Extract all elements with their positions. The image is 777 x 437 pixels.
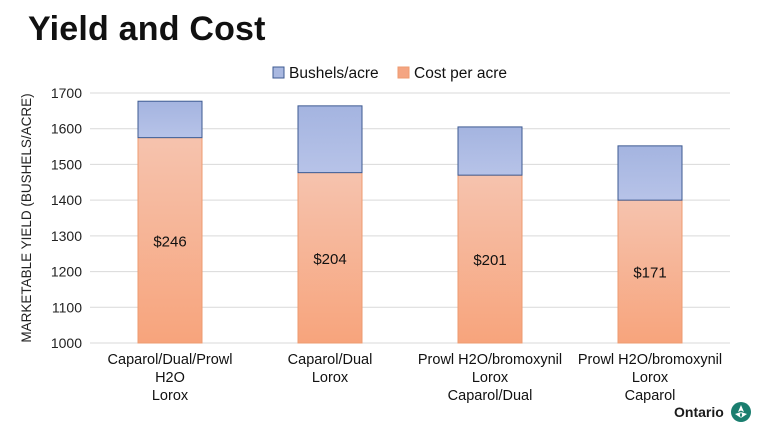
y-tick-label: 1400 — [51, 192, 82, 208]
legend-swatch — [397, 66, 410, 79]
x-tick-label: Prowl H2O/bromoxynil — [418, 352, 562, 368]
bar-bushels-per-acre — [297, 105, 363, 174]
x-tick-label: Caparol/Dual — [448, 388, 533, 404]
data-label: $201 — [473, 252, 506, 269]
legend-swatch — [272, 66, 285, 79]
bar-cost-per-acre — [137, 137, 203, 344]
x-tick-label: Lorox — [632, 370, 669, 386]
x-tick-label: Lorox — [472, 370, 509, 386]
y-tick-label: 1100 — [52, 299, 82, 315]
x-tick-label: Lorox — [152, 388, 189, 404]
y-tick-label: 1500 — [51, 156, 82, 172]
legend-label: Cost per acre — [414, 65, 507, 82]
ontario-logo: Ontario — [674, 401, 752, 423]
data-label: $204 — [313, 251, 346, 268]
bar-cost-per-acre — [297, 172, 363, 344]
y-tick-label: 1300 — [51, 228, 82, 244]
y-tick-labels: 1000 1100 1200 1300 1400 1500 1600 1700 — [51, 85, 82, 351]
bar-group: $246 $204 $201 $171 — [137, 100, 683, 344]
bar-cost-per-acre — [617, 199, 683, 344]
y-tick-label: 1200 — [51, 264, 82, 280]
bar-bushels-per-acre — [617, 145, 683, 201]
trillium-icon — [730, 402, 751, 422]
y-tick-label: 1000 — [51, 335, 82, 351]
slide-title: Yield and Cost — [28, 10, 266, 48]
y-tick-label: 1700 — [51, 85, 82, 101]
bar-bushels-per-acre — [137, 100, 203, 139]
data-label: $171 — [633, 265, 666, 282]
bar-bushels-per-acre — [457, 126, 523, 176]
x-tick-label: Caparol/Dual — [288, 352, 373, 368]
x-tick-label: Prowl H2O/bromoxynil — [578, 352, 722, 368]
x-tick-label: Caparol — [625, 388, 676, 404]
x-tick-labels: Caparol/Dual/Prowl H2O Lorox Caparol/Dual Lo… — [108, 352, 723, 404]
legend: Bushels/acre Cost per acre — [272, 65, 507, 82]
x-tick-label: Lorox — [312, 370, 349, 386]
legend-label: Bushels/acre — [289, 65, 379, 82]
data-label: $246 — [153, 233, 186, 250]
x-tick-label: H2O — [155, 370, 185, 386]
bar-cost-per-acre — [457, 174, 523, 344]
y-axis-label: MARKETABLE YIELD (BUSHELS/ACRE) — [19, 93, 34, 342]
x-tick-label: Caparol/Dual/Prowl — [108, 352, 233, 368]
logo-text: Ontario — [674, 404, 724, 420]
y-tick-label: 1600 — [51, 121, 82, 137]
